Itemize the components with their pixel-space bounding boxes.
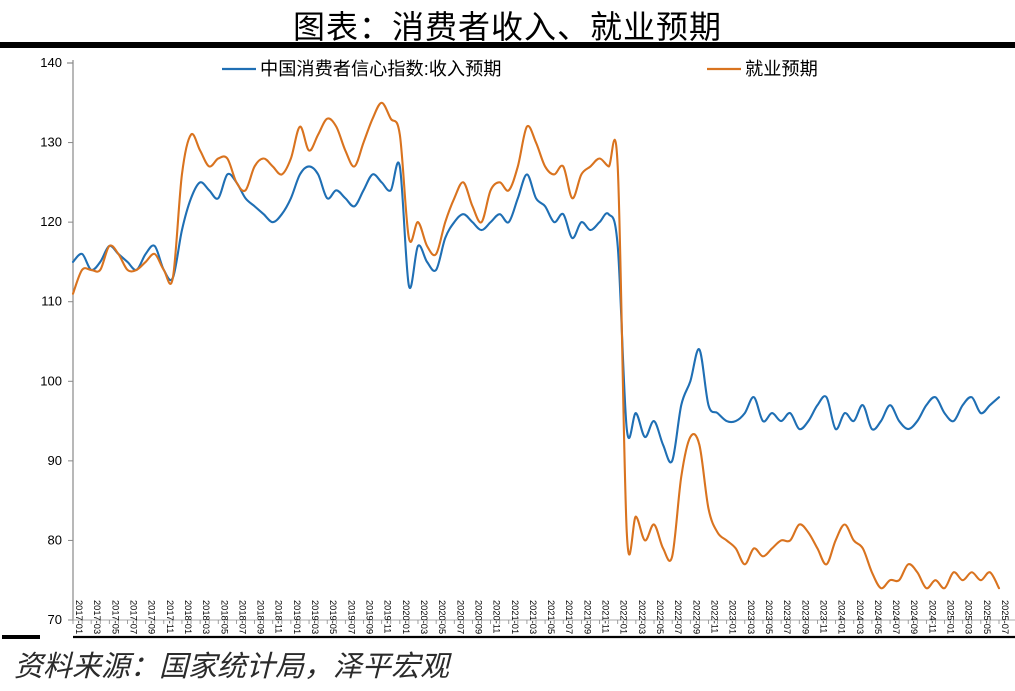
svg-text:2020-05: 2020-05 — [437, 600, 447, 634]
svg-text:2019-11: 2019-11 — [383, 600, 393, 633]
svg-text:2021-01: 2021-01 — [510, 600, 520, 634]
svg-text:2023-05: 2023-05 — [764, 600, 774, 634]
svg-text:110: 110 — [41, 294, 62, 309]
svg-text:2018-11: 2018-11 — [274, 600, 284, 633]
svg-text:2019-03: 2019-03 — [310, 600, 320, 634]
svg-text:140: 140 — [40, 55, 62, 70]
svg-text:2024-03: 2024-03 — [855, 600, 865, 634]
svg-text:2021-07: 2021-07 — [564, 600, 574, 634]
svg-text:2019-05: 2019-05 — [328, 600, 338, 634]
svg-text:就业预期: 就业预期 — [745, 59, 818, 79]
svg-text:120: 120 — [40, 214, 62, 229]
svg-text:2019-09: 2019-09 — [365, 600, 375, 634]
svg-text:2019-01: 2019-01 — [292, 600, 302, 634]
svg-text:2024-01: 2024-01 — [837, 600, 847, 634]
svg-text:2023-07: 2023-07 — [782, 600, 792, 634]
svg-text:2020-01: 2020-01 — [401, 600, 411, 634]
svg-text:2020-11: 2020-11 — [492, 600, 502, 633]
svg-text:2023-11: 2023-11 — [818, 600, 828, 633]
svg-text:2023-09: 2023-09 — [800, 600, 810, 634]
svg-text:2018-01: 2018-01 — [183, 600, 193, 634]
svg-text:2021-09: 2021-09 — [582, 600, 592, 634]
svg-text:2021-11: 2021-11 — [601, 600, 611, 633]
svg-text:2020-03: 2020-03 — [419, 600, 429, 634]
svg-text:2022-05: 2022-05 — [655, 600, 665, 634]
svg-text:2022-09: 2022-09 — [691, 600, 701, 634]
svg-text:2022-07: 2022-07 — [673, 600, 683, 634]
svg-text:80: 80 — [48, 532, 62, 547]
svg-text:2020-07: 2020-07 — [455, 600, 465, 634]
svg-text:2017-11: 2017-11 — [165, 600, 175, 633]
svg-text:2018-03: 2018-03 — [201, 600, 211, 634]
svg-text:2017-01: 2017-01 — [74, 600, 84, 634]
svg-text:2024-09: 2024-09 — [909, 600, 919, 634]
svg-text:2021-05: 2021-05 — [546, 600, 556, 634]
svg-text:100: 100 — [40, 373, 62, 388]
svg-text:2024-05: 2024-05 — [873, 600, 883, 634]
svg-text:2019-07: 2019-07 — [346, 600, 356, 634]
svg-text:70: 70 — [48, 612, 62, 627]
svg-text:2018-05: 2018-05 — [219, 600, 229, 634]
svg-text:2025-05: 2025-05 — [982, 600, 992, 634]
svg-text:2023-01: 2023-01 — [728, 600, 738, 634]
svg-text:2017-03: 2017-03 — [92, 600, 102, 634]
svg-text:中国消费者信心指数:收入预期: 中国消费者信心指数:收入预期 — [260, 59, 502, 79]
svg-text:2024-11: 2024-11 — [927, 600, 937, 633]
svg-text:2018-07: 2018-07 — [237, 600, 247, 634]
svg-text:2017-07: 2017-07 — [128, 600, 138, 634]
svg-text:90: 90 — [48, 453, 62, 468]
svg-text:2018-09: 2018-09 — [256, 600, 266, 634]
svg-text:2022-01: 2022-01 — [619, 600, 629, 634]
svg-text:2017-05: 2017-05 — [110, 600, 120, 634]
svg-text:2022-11: 2022-11 — [709, 600, 719, 633]
svg-text:2017-09: 2017-09 — [147, 600, 157, 634]
svg-text:2024-07: 2024-07 — [891, 600, 901, 634]
svg-text:2021-03: 2021-03 — [528, 600, 538, 634]
svg-text:130: 130 — [40, 135, 62, 150]
svg-text:2023-03: 2023-03 — [746, 600, 756, 634]
svg-text:2020-09: 2020-09 — [473, 600, 483, 634]
svg-text:2022-03: 2022-03 — [637, 600, 647, 634]
svg-text:2025-01: 2025-01 — [946, 600, 956, 634]
svg-text:2025-03: 2025-03 — [964, 600, 974, 634]
svg-text:2025-07: 2025-07 — [1000, 600, 1010, 634]
